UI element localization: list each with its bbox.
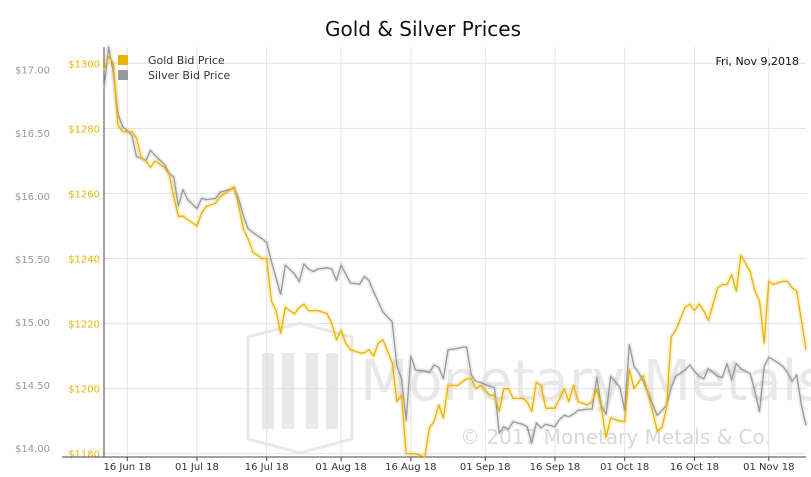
x-axis-tick-label: 01 Nov 18 [743, 462, 794, 473]
legend-label-silver[interactable]: Silver Bid Price [148, 69, 231, 82]
silver-axis-tick-label: $15.50 [15, 255, 50, 266]
grid [104, 47, 806, 457]
x-axis-tick-label: 01 Oct 18 [600, 462, 649, 473]
silver-axis-tick-label: $16.50 [15, 129, 50, 140]
x-axis-tick-label: 01 Sep 18 [460, 462, 511, 473]
x-axis-tick-label: 16 Aug 18 [385, 462, 436, 473]
gold-axis-tick-label: $1220 [68, 320, 100, 331]
x-axis-tick-label: 16 Oct 18 [670, 462, 719, 473]
legend-swatch-gold[interactable] [118, 55, 128, 65]
gold-axis-tick-label: $1300 [68, 59, 100, 70]
gold-axis-tick-label: $1200 [68, 385, 100, 396]
x-axis-tick-label: 01 Aug 18 [315, 462, 366, 473]
x-axis-tick-label: 01 Jul 18 [175, 462, 219, 473]
silver-axis-tick-label: $14.00 [15, 444, 50, 455]
chart-title: Gold & Silver Prices [325, 17, 521, 41]
watermark-copyright: © 2017 Monetary Metals & Co. [460, 425, 771, 449]
silver-axis-tick-label: $14.50 [15, 381, 50, 392]
legend-item-silver[interactable]: Silver Bid Price [118, 69, 231, 82]
gold-axis-tick-label: $1260 [68, 189, 100, 200]
gold-axis-tick-label: $1240 [68, 255, 100, 266]
legend-item-gold[interactable]: Gold Bid Price [118, 54, 225, 67]
gold-axis-tick-label: $1180 [68, 450, 100, 461]
silver-axis-tick-label: $16.00 [15, 192, 50, 203]
silver-axis-tick-label: $15.00 [15, 318, 50, 329]
gold-axis-tick-label: $1280 [68, 124, 100, 135]
x-axis-tick-label: 16 Jun 18 [104, 462, 151, 473]
legend-label-gold[interactable]: Gold Bid Price [148, 54, 225, 67]
legend[interactable]: Gold Bid Price Silver Bid Price [118, 54, 231, 82]
legend-swatch-silver[interactable] [118, 70, 128, 80]
axes: $1180 $1200 $1220 $1240 $1260 $1280 $1300 $14.0… [15, 47, 806, 473]
watermark-name: Monetary Metals [360, 349, 811, 414]
silver-price-line [103, 46, 807, 444]
watermark: Monetary Metals [246, 321, 811, 455]
silver-axis-tick-label: $17.00 [15, 66, 50, 77]
gold-price-line [103, 56, 807, 458]
series-lines [103, 46, 807, 458]
x-axis-tick-label: 16 Sep 18 [530, 462, 581, 473]
watermark-logo [246, 321, 354, 455]
x-axis-tick-label: 16 Jul 18 [245, 462, 289, 473]
date-label: Fri, Nov 9,2018 [715, 55, 799, 68]
